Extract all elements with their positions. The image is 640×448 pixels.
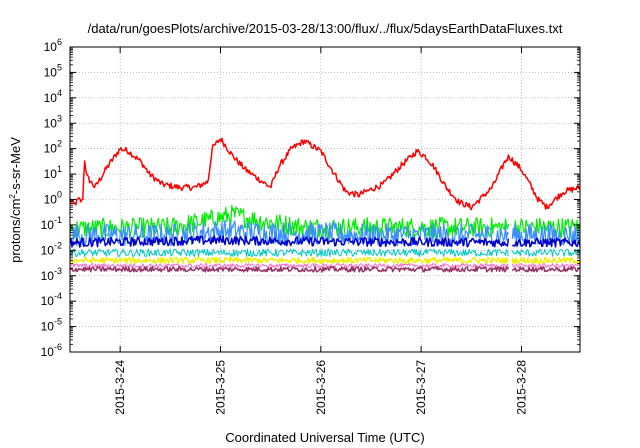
y-tick-label: 10-3 xyxy=(41,266,62,283)
y-tick-label: 104 xyxy=(44,88,62,105)
grid xyxy=(70,47,580,352)
y-tick-base: 10 xyxy=(41,320,55,334)
y-tick-exponent: -1 xyxy=(54,215,62,225)
y-tick-base: 10 xyxy=(44,40,58,54)
chart-title: /data/run/goesPlots/archive/2015-03-28/1… xyxy=(88,21,563,36)
y-tick-label: 106 xyxy=(44,37,62,54)
y-tick-exponent: -4 xyxy=(54,291,62,301)
y-axis-title: protons/cm2-s-sr-MeV xyxy=(8,137,23,263)
y-axis-title-sup: 2 xyxy=(8,194,17,199)
y-tick-base: 10 xyxy=(41,269,55,283)
x-tick-label: 2015-3-28 xyxy=(514,360,528,415)
series-line xyxy=(69,235,581,248)
y-tick-base: 10 xyxy=(41,345,55,359)
y-tick-label: 105 xyxy=(44,62,62,79)
series-layer xyxy=(69,137,581,273)
y-tick-base: 10 xyxy=(44,142,58,156)
x-tick-labels: 2015-3-24 2015-3-25 2015-3-26 2015-3-27 2015… xyxy=(113,360,528,415)
y-tick-labels: 10-610-510-410-310-210-11001011021031041… xyxy=(41,37,62,359)
y-tick-label: 100 xyxy=(44,190,62,207)
y-tick-exponent: -5 xyxy=(54,317,62,327)
y-tick-label: 10-4 xyxy=(41,291,62,308)
x-tick-label: 2015-3-27 xyxy=(414,360,428,415)
y-tick-exponent: 2 xyxy=(57,139,62,149)
y-tick-label: 103 xyxy=(44,113,62,130)
y-tick-base: 10 xyxy=(44,193,58,207)
y-tick-label: 10-6 xyxy=(41,342,62,359)
y-tick-label: 10-5 xyxy=(41,317,62,334)
y-tick-exponent: -3 xyxy=(54,266,62,276)
series-line xyxy=(69,256,581,265)
y-tick-base: 10 xyxy=(44,167,58,181)
y-axis-title-rest: -s-sr-MeV xyxy=(8,137,23,194)
series-line xyxy=(69,265,581,273)
x-axis-title: Coordinated Universal Time (UTC) xyxy=(225,430,424,445)
y-tick-exponent: 0 xyxy=(57,190,62,200)
y-tick-base: 10 xyxy=(41,243,55,257)
y-tick-label: 101 xyxy=(44,164,62,181)
y-tick-label: 10-1 xyxy=(41,215,62,232)
y-axis-title-base: protons/cm xyxy=(8,199,23,263)
y-tick-base: 10 xyxy=(41,218,55,232)
y-tick-exponent: 6 xyxy=(57,37,62,47)
y-tick-base: 10 xyxy=(44,65,58,79)
series-line xyxy=(69,137,581,211)
y-tick-exponent: 5 xyxy=(57,62,62,72)
y-tick-base: 10 xyxy=(41,294,55,308)
y-tick-base: 10 xyxy=(44,91,58,105)
y-tick-exponent: 3 xyxy=(57,113,62,123)
y-tick-exponent: -6 xyxy=(54,342,62,352)
series-line xyxy=(69,263,581,269)
y-tick-label: 102 xyxy=(44,139,62,156)
y-tick-exponent: -2 xyxy=(54,240,62,250)
x-tick-label: 2015-3-24 xyxy=(113,360,127,415)
x-tick-label: 2015-3-25 xyxy=(213,360,227,415)
x-tick-label: 2015-3-26 xyxy=(314,360,328,415)
y-tick-exponent: 1 xyxy=(57,164,62,174)
y-tick-exponent: 4 xyxy=(57,88,62,98)
y-tick-label: 10-2 xyxy=(41,240,62,257)
series-line xyxy=(69,248,581,258)
y-tick-base: 10 xyxy=(44,116,58,130)
ticks xyxy=(70,46,580,353)
